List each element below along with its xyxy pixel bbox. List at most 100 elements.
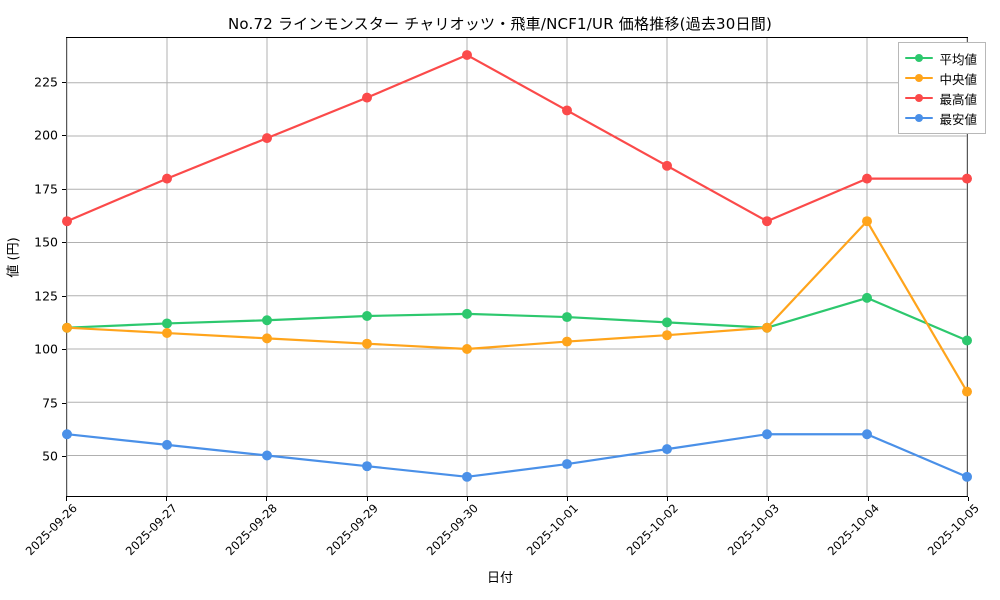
data-point [862, 216, 872, 227]
data-point [162, 173, 172, 184]
series-line-平均値 [65, 296, 969, 342]
x-tick-label: 2025-10-02 [624, 500, 682, 559]
legend-label: 中央値 [939, 71, 977, 87]
data-point [862, 292, 872, 303]
data-point [462, 471, 472, 482]
legend-marker-icon [905, 51, 934, 65]
y-tick-mark [62, 81, 66, 83]
data-point [462, 308, 472, 319]
x-tick-mark [466, 497, 468, 501]
data-point [262, 333, 272, 344]
data-point [562, 312, 572, 323]
x-tick-mark [66, 497, 67, 501]
data-point [762, 322, 772, 333]
y-tick-label: 200 [34, 127, 58, 143]
x-tick-label: 2025-10-03 [724, 500, 782, 559]
data-point [662, 330, 672, 341]
y-tick-label: 75 [42, 395, 58, 411]
legend-label: 最高値 [939, 91, 977, 107]
data-point [562, 459, 572, 470]
gridlines [66, 38, 968, 496]
y-tick-mark [62, 295, 66, 297]
legend-label: 平均値 [939, 51, 977, 67]
x-tick-mark [867, 497, 869, 501]
series-line-中央値 [65, 220, 969, 393]
legend-marker-icon [905, 91, 934, 105]
y-tick-label: 50 [42, 448, 58, 464]
data-point [562, 336, 572, 347]
data-point [862, 173, 872, 184]
y-tick-label: 150 [34, 234, 58, 250]
y-tick-label: 175 [34, 181, 58, 197]
data-point [162, 318, 172, 329]
series-line-最安値 [65, 433, 969, 478]
legend-item-中央値[interactable]: 中央値 [905, 68, 977, 88]
data-point [362, 461, 372, 472]
x-tick-label: 2025-10-05 [924, 500, 982, 559]
x-tick-label: 2025-09-26 [22, 500, 80, 559]
y-axis-label: 値 (円) [6, 237, 22, 278]
data-point [862, 429, 872, 440]
x-tick-label: 2025-09-28 [223, 500, 281, 559]
x-tick-label: 2025-09-27 [122, 500, 181, 559]
data-point [362, 338, 372, 349]
y-tick-label: 225 [34, 74, 58, 90]
data-point [462, 344, 472, 354]
y-tick-mark [62, 402, 66, 404]
x-tick-mark [667, 497, 669, 501]
y-tick-label: 125 [34, 288, 58, 304]
data-point [562, 105, 572, 116]
x-tick-label: 2025-09-30 [423, 500, 481, 559]
series-line-最高値 [65, 53, 969, 223]
data-point [962, 335, 972, 346]
legend-marker-icon [905, 111, 934, 125]
data-point [162, 328, 172, 339]
x-tick-label: 2025-09-29 [323, 500, 381, 559]
x-tick-label: 2025-10-01 [523, 500, 582, 559]
data-point [662, 317, 672, 328]
x-axis-label: 日付 [486, 571, 513, 586]
y-tick-label: 100 [34, 341, 58, 357]
legend-item-平均値[interactable]: 平均値 [905, 48, 977, 68]
x-tick-mark [567, 497, 569, 501]
y-tick-mark [62, 135, 66, 137]
chart-title: No.72 ラインモンスター チャリオッツ・飛車/NCF1/UR 価格推移(過去… [227, 15, 772, 33]
x-tick-mark [166, 497, 168, 501]
y-axis-tick-labels: 50 75 100 125 150 175 200 225 [0, 37, 58, 497]
x-tick-label: 2025-10-04 [824, 500, 882, 559]
y-tick-mark [62, 242, 66, 244]
legend-item-最安値[interactable]: 最安値 [905, 108, 977, 128]
data-point [762, 429, 772, 440]
data-point [762, 216, 772, 227]
x-tick-mark [767, 497, 769, 501]
legend: 平均値中央値最高値最安値 [898, 42, 986, 134]
data-point [362, 92, 372, 103]
y-tick-mark [62, 349, 66, 351]
data-point [62, 216, 72, 227]
legend-label: 最安値 [939, 111, 977, 127]
plot-area [62, 37, 972, 497]
data-point [262, 133, 272, 144]
data-point [62, 429, 72, 440]
data-point [262, 450, 272, 461]
data-point [662, 160, 672, 171]
data-point [962, 471, 972, 482]
data-point [462, 50, 472, 61]
data-point [662, 444, 672, 455]
x-tick-mark [968, 497, 969, 501]
legend-marker-icon [905, 71, 934, 85]
data-point [62, 322, 72, 333]
legend-item-最高値[interactable]: 最高値 [905, 88, 977, 108]
y-tick-mark [62, 188, 66, 190]
data-point [162, 439, 172, 450]
x-axis-tick-labels: 2025-09-26 2025-09-27 2025-09-28 2025-09-29… [23, 497, 982, 567]
data-point [962, 173, 972, 184]
y-tick-mark [62, 456, 66, 458]
data-point [362, 311, 372, 321]
data-point [262, 315, 272, 326]
x-tick-mark [266, 497, 268, 501]
data-point [962, 386, 972, 397]
x-tick-mark [366, 497, 368, 501]
data-series-layer [62, 50, 972, 482]
